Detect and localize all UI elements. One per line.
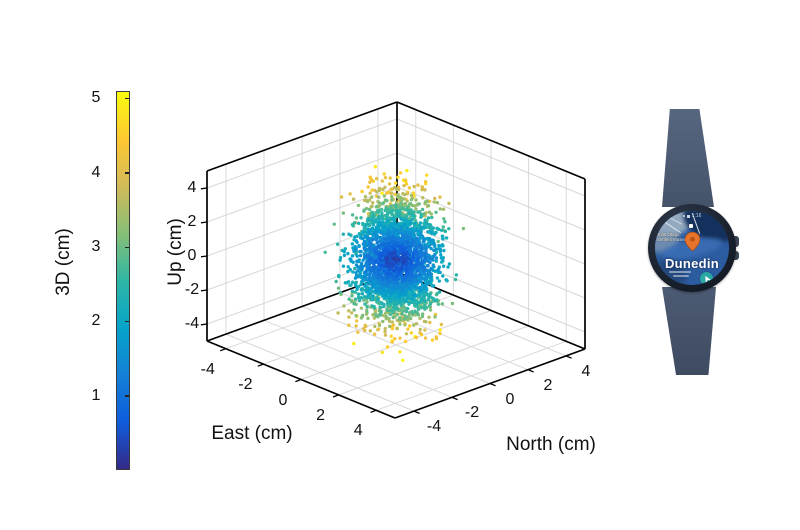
north-axis-title: North (cm) xyxy=(506,434,596,455)
colorbar-tick-label: 2 xyxy=(91,312,101,330)
map-poi-label: Toitū Otago Settlers Museum xyxy=(657,232,690,243)
map-small-label xyxy=(669,271,691,273)
watch-screen-map: 1:16 Toitū Otago Settlers Museum Dunedin xyxy=(655,211,729,285)
colorbar-tick-mark xyxy=(125,395,129,397)
watch-side-button xyxy=(732,251,739,260)
up-axis-title: Up (cm) xyxy=(165,218,186,286)
map-city-label: Dunedin xyxy=(664,256,720,271)
east-tick-label: 0 xyxy=(278,391,288,409)
smartwatch: 1:16 Toitū Otago Settlers Museum Dunedin xyxy=(630,95,800,385)
status-square-icon xyxy=(686,214,690,218)
up-tick-label: 0 xyxy=(187,247,197,264)
up-tick-label: 4 xyxy=(187,179,197,196)
colorbar-tick-label: 1 xyxy=(91,386,101,404)
watch-time: 1:16 xyxy=(691,213,702,219)
up-tick-label: 2 xyxy=(187,213,197,230)
map-navigate-button xyxy=(700,272,713,285)
colorbar xyxy=(116,91,130,470)
east-tick-label: 2 xyxy=(316,406,326,424)
map-small-label xyxy=(673,275,689,277)
colorbar-tick-mark xyxy=(125,172,129,174)
north-tick-label: -4 xyxy=(426,418,442,436)
east-axis-title: East (cm) xyxy=(211,423,293,444)
navigation-arrow-icon xyxy=(704,275,711,283)
east-tick-label: -2 xyxy=(238,376,253,394)
colorbar-tick-label: 3 xyxy=(91,238,101,256)
map-poi-label-line2: Settlers Museum xyxy=(657,237,690,243)
colorbar-tick-label: 5 xyxy=(91,89,101,107)
colorbar-tick-mark xyxy=(125,97,129,100)
colorbar-tick-label: 4 xyxy=(91,163,101,181)
north-tick-label: 0 xyxy=(505,390,515,408)
up-tick-label: -4 xyxy=(184,315,200,332)
status-dot-icon xyxy=(682,215,685,217)
north-tick-label: 2 xyxy=(543,376,553,394)
north-tick-label: -2 xyxy=(464,404,480,422)
east-tick-label: 4 xyxy=(353,422,363,440)
east-tick-label: -4 xyxy=(200,360,215,378)
map-marker-icon xyxy=(689,224,693,228)
map-water-area xyxy=(655,261,687,285)
colorbar-tick-mark xyxy=(125,246,129,248)
up-tick-label: -2 xyxy=(184,281,200,298)
watch-band-top xyxy=(662,109,714,207)
map-poi-label-line1: Toitū Otago xyxy=(657,232,680,237)
colorbar-tick-mark xyxy=(125,320,129,323)
colorbar-label: 3D (cm) xyxy=(53,228,74,296)
watch-status-bar: 1:16 xyxy=(655,213,729,219)
location-pin-icon xyxy=(684,231,701,256)
watch-band-bottom xyxy=(662,287,716,375)
north-tick-label: 4 xyxy=(581,362,591,380)
